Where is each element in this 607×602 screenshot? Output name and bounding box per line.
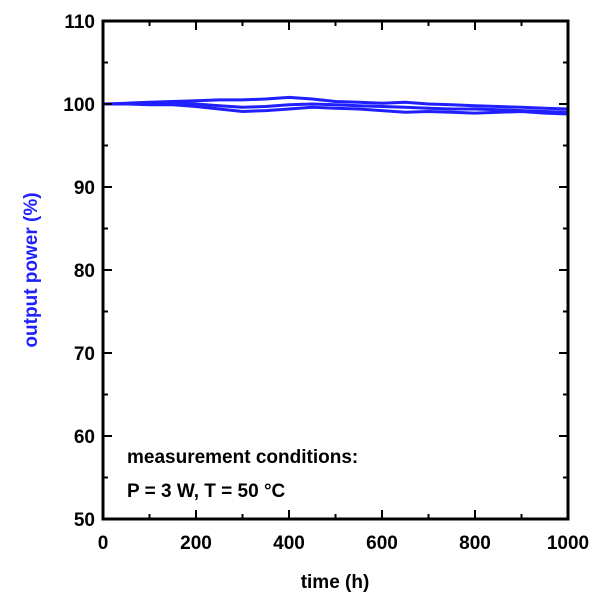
x-tick-label: 1000: [547, 533, 589, 554]
x-tick-label: 400: [273, 533, 305, 554]
y-tick-label: 100: [63, 95, 95, 116]
annotation-line-1: measurement conditions:: [127, 447, 358, 468]
y-tick-label: 110: [64, 12, 95, 33]
y-axis-label: output power (%): [21, 192, 42, 347]
plot-frame: [101, 19, 570, 521]
y-tick-label: 70: [74, 344, 95, 365]
series-line-1: [102, 95, 569, 111]
annotation-line-2: P = 3 W, T = 50 °C: [127, 481, 286, 502]
x-tick-label: 600: [366, 533, 398, 554]
ticks-layer: 0 200 400 600 800 1000 50 60 70 80 90 100 110: [63, 12, 589, 554]
x-tick-label: 200: [180, 533, 212, 554]
series-line-2: [103, 101, 569, 114]
y-tick-label: 60: [74, 427, 95, 448]
y-tick-label: 50: [74, 510, 95, 531]
x-tick-label: 800: [459, 533, 491, 554]
series-line-3: [103, 102, 569, 116]
y-tick-label: 80: [74, 261, 95, 282]
x-tick-label: 0: [98, 533, 109, 554]
series-layer: [102, 95, 569, 116]
y-tick-label: 90: [74, 178, 95, 199]
x-axis-label: time (h): [301, 572, 370, 593]
